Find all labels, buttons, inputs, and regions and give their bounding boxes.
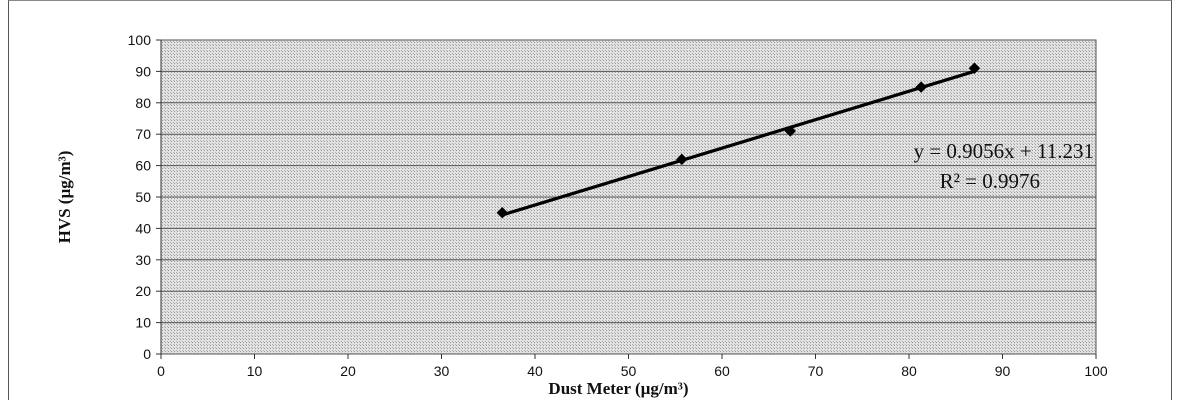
y-tick-label: 90 (135, 63, 151, 79)
data-point (968, 62, 981, 74)
x-tick-label: 70 (808, 363, 824, 379)
y-axis-title: HVS (µg/m³) (55, 151, 74, 244)
x-tick-label: 60 (714, 363, 730, 379)
data-point (676, 153, 688, 166)
data-point (496, 206, 508, 219)
x-tick-labels: 0 10 20 30 40 50 60 70 80 90 100 (157, 354, 1108, 379)
data-points (496, 62, 981, 219)
y-tick-label: 60 (135, 158, 151, 174)
y-tick-label: 70 (135, 126, 151, 142)
x-tick-label: 50 (621, 363, 637, 379)
x-tick-label: 20 (340, 363, 356, 379)
x-tick-label: 10 (247, 363, 263, 379)
y-tick-labels: 0 10 20 30 40 50 60 70 80 90 100 (128, 32, 152, 362)
y-tick-label: 0 (143, 346, 151, 362)
x-tick-label: 40 (527, 363, 543, 379)
x-tick-label: 0 (157, 363, 165, 379)
x-tick-label: 100 (1084, 363, 1108, 379)
x-tick-label: 80 (901, 363, 917, 379)
y-tick-label: 80 (135, 95, 151, 111)
x-tick-label: 90 (995, 363, 1011, 379)
y-tick-label: 30 (135, 252, 151, 268)
chart-frame (8, 0, 1172, 400)
data-point (915, 81, 927, 93)
y-tick-label: 40 (135, 220, 151, 236)
y-tick-label: 10 (135, 315, 151, 331)
gridlines (156, 39, 1096, 355)
x-axis-title: Dust Meter (µg/m³) (548, 379, 688, 398)
trendline-equation: y = 0.9056x + 11.231 (914, 139, 1094, 163)
trendline (501, 69, 975, 217)
data-point (784, 125, 796, 137)
y-tick-label: 20 (135, 283, 151, 299)
r-squared-label: R² = 0.9976 (940, 169, 1040, 193)
y-tick-label: 50 (135, 189, 151, 205)
x-tick-label: 30 (434, 363, 450, 379)
y-tick-label: 100 (128, 32, 152, 48)
